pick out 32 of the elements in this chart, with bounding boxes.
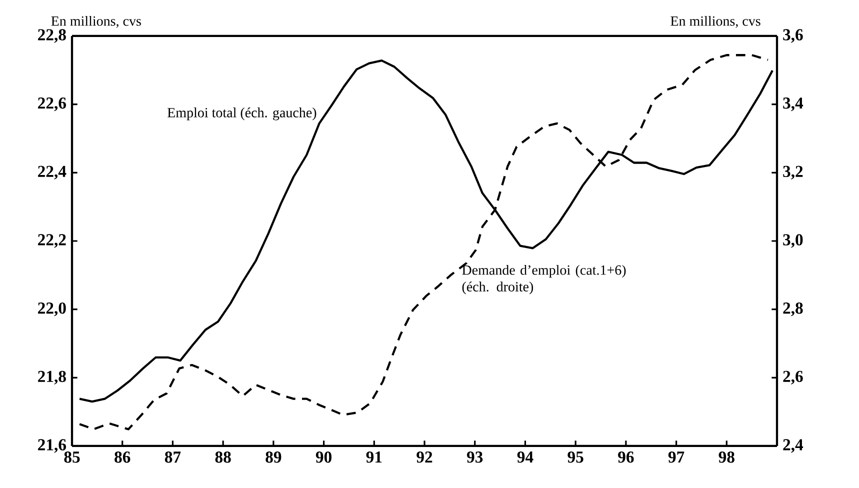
x-tick-label: 92 bbox=[416, 451, 432, 463]
x-tick-label: 95 bbox=[568, 451, 584, 463]
y-tick-label: 22,2 bbox=[38, 234, 66, 248]
x-tick-label: 86 bbox=[114, 452, 130, 463]
series-label: Demande d’emploi (cat.1+6) (éch. droite) bbox=[462, 264, 626, 294]
y-tick-label: 22,8 bbox=[38, 29, 66, 43]
x-tick-label: 88 bbox=[215, 452, 231, 463]
y2-tick-label: 2,6 bbox=[783, 370, 803, 384]
x-tick-label: 93 bbox=[466, 451, 483, 463]
x-tick-label: 91 bbox=[366, 451, 382, 463]
y2-tick-label: 3,4 bbox=[783, 98, 804, 112]
y2-tick-label: 2,4 bbox=[783, 439, 804, 453]
x-tick-label: 98 bbox=[718, 452, 734, 463]
y2-tick-label: 3,0 bbox=[783, 234, 803, 248]
x-tick-label: 87 bbox=[164, 452, 181, 463]
x-tick-label: 89 bbox=[266, 452, 282, 463]
x-tick-label: 96 bbox=[618, 451, 634, 463]
x-tick-label: 85 bbox=[64, 452, 80, 463]
y-tick-label: 21,6 bbox=[38, 439, 66, 453]
y-axis-title: En millions, cvs bbox=[51, 16, 141, 28]
y-tick-label: 21,8 bbox=[38, 370, 66, 384]
y2-tick-label: 2,8 bbox=[783, 302, 803, 316]
y2-axis-title: En millions, cvs bbox=[670, 16, 760, 28]
y2-tick-label: 3,6 bbox=[783, 29, 803, 43]
series-label: Emploi total (éch. gauche) bbox=[168, 108, 316, 120]
x-tick-label: 94 bbox=[517, 451, 534, 463]
y-tick-label: 22,0 bbox=[38, 302, 66, 316]
y2-tick-label: 3,2 bbox=[783, 166, 803, 180]
y-tick-label: 22,4 bbox=[38, 166, 66, 180]
x-tick-label: 97 bbox=[668, 451, 684, 463]
y-tick-label: 22,6 bbox=[38, 98, 66, 112]
x-tick-label: 90 bbox=[316, 452, 332, 463]
